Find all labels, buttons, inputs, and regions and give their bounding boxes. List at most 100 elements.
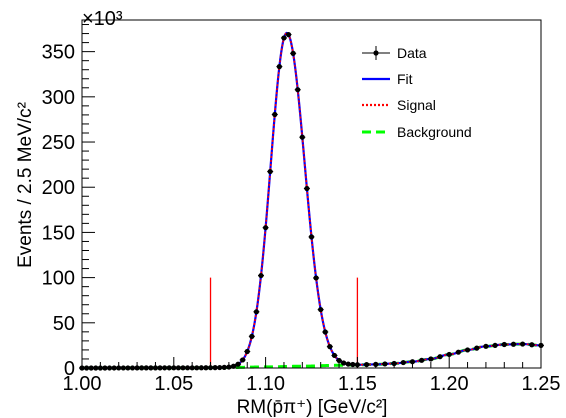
- data-point: [248, 333, 255, 339]
- data-point-marker: [341, 360, 347, 366]
- legend-entry: Fit: [362, 71, 413, 87]
- data-point: [336, 357, 343, 364]
- x-tick-label: 1.10: [246, 373, 285, 395]
- data-point: [482, 343, 489, 349]
- data-point: [239, 357, 246, 363]
- data-point-marker: [318, 306, 324, 313]
- x-tick-label: 1.20: [430, 373, 469, 395]
- x-tick-label: 1.00: [63, 373, 102, 395]
- data-point-marker: [464, 347, 471, 353]
- data-point: [340, 360, 347, 366]
- legend-label: Signal: [397, 97, 436, 113]
- legend-data-marker: [373, 50, 379, 56]
- y-multiplier: ×10³: [82, 8, 123, 30]
- data-point-marker: [419, 357, 425, 363]
- data-point-marker: [253, 309, 260, 315]
- data-point: [331, 352, 338, 359]
- data-point: [501, 341, 508, 348]
- data-point-marker: [295, 87, 301, 93]
- data-point: [290, 50, 297, 56]
- data-point: [253, 309, 260, 315]
- data-point-marker: [263, 225, 269, 231]
- data-point-marker: [446, 351, 452, 358]
- x-tick-label: 1.05: [154, 373, 193, 395]
- data-point-marker: [299, 134, 305, 140]
- data-point-marker: [304, 185, 310, 192]
- y-tick-label: 300: [42, 87, 75, 109]
- data-point: [528, 342, 535, 348]
- data-point-marker: [382, 361, 388, 367]
- data-point-marker: [221, 364, 227, 370]
- data-point: [235, 361, 242, 367]
- data-point-marker: [281, 35, 287, 41]
- data-point: [363, 361, 370, 368]
- data-point-marker: [272, 111, 278, 118]
- legend-entry: Data: [362, 45, 427, 61]
- data-point-marker: [285, 32, 292, 38]
- legend-entry: Background: [362, 124, 472, 140]
- data-point-marker: [313, 275, 319, 281]
- y-tick-label: 150: [42, 222, 75, 244]
- x-tick-label: 1.25: [522, 373, 561, 395]
- data-point: [409, 359, 416, 365]
- data-point-marker: [400, 359, 406, 366]
- data-point-marker: [409, 359, 416, 365]
- data-point-marker: [437, 354, 443, 360]
- data-point: [271, 111, 278, 118]
- data-point-marker: [331, 352, 338, 359]
- legend-label: Background: [397, 124, 472, 140]
- data-point-marker: [350, 361, 356, 368]
- data-point: [308, 234, 315, 240]
- y-tick-label: 0: [64, 358, 75, 380]
- data-point: [326, 344, 333, 350]
- data-point: [299, 134, 306, 140]
- data-point: [294, 87, 301, 93]
- data-point: [464, 347, 471, 353]
- data-point-marker: [363, 361, 370, 368]
- legend-label: Data: [397, 45, 427, 61]
- data-point-marker: [322, 329, 328, 335]
- legend-label: Fit: [397, 71, 413, 87]
- plot-area: [82, 20, 541, 368]
- data-point-marker: [474, 345, 480, 351]
- data-point-marker: [501, 341, 507, 348]
- data-point-marker: [455, 349, 461, 355]
- data-point: [381, 361, 388, 367]
- data-point: [437, 354, 444, 360]
- data-point: [285, 32, 292, 38]
- data-point: [262, 225, 269, 231]
- y-tick-label: 350: [42, 42, 75, 64]
- data-point: [258, 272, 265, 279]
- y-tick-label: 200: [42, 177, 75, 199]
- y-axis-label: Events / 2.5 MeV/c²: [15, 102, 36, 268]
- data-point: [267, 168, 274, 175]
- data-point: [473, 345, 480, 351]
- data-point: [427, 356, 434, 362]
- data-point: [510, 341, 517, 347]
- data-point-marker: [240, 357, 246, 363]
- x-tick-label: 1.15: [338, 373, 377, 395]
- data-point-marker: [327, 344, 333, 350]
- data-point: [313, 275, 320, 281]
- data-point: [400, 359, 407, 366]
- data-point: [519, 341, 526, 347]
- data-point: [317, 306, 324, 313]
- data-point: [244, 348, 251, 355]
- data-point: [280, 35, 287, 41]
- data-point: [322, 329, 329, 335]
- data-point-marker: [345, 361, 351, 367]
- data-point-marker: [492, 342, 498, 349]
- data-point-marker: [258, 272, 264, 279]
- data-point-marker: [483, 343, 489, 349]
- data-point: [418, 357, 425, 363]
- data-point-marker: [336, 357, 342, 364]
- data-point: [446, 351, 453, 358]
- data-point-marker: [529, 342, 535, 348]
- legend-entry: Signal: [362, 97, 436, 113]
- data-point-marker: [249, 333, 255, 339]
- plot-frame: [81, 19, 542, 369]
- data-point-marker: [520, 341, 526, 347]
- data-point-marker: [235, 361, 241, 367]
- data-point-marker: [510, 341, 517, 347]
